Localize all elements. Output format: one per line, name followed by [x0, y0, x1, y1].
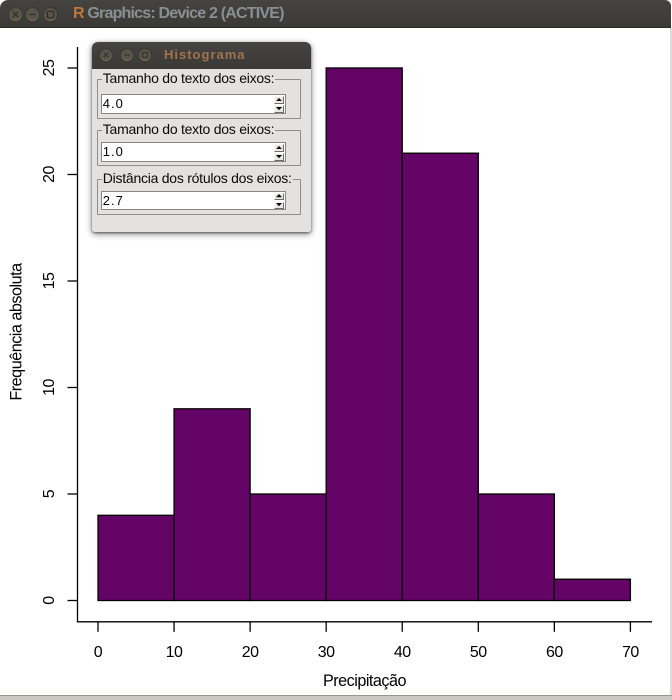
svg-text:10: 10 — [166, 644, 183, 661]
svg-text:0: 0 — [41, 596, 58, 605]
svg-text:15: 15 — [41, 272, 58, 289]
svg-text:Precipitação: Precipitação — [323, 672, 407, 690]
svg-text:60: 60 — [546, 644, 563, 661]
svg-text:20: 20 — [41, 166, 58, 183]
svg-text:50: 50 — [470, 644, 487, 661]
svg-text:20: 20 — [242, 644, 259, 661]
svg-text:0: 0 — [94, 644, 103, 661]
svg-text:Frequência absoluta: Frequência absoluta — [8, 263, 26, 401]
svg-text:70: 70 — [622, 644, 639, 661]
svg-text:5: 5 — [41, 489, 58, 498]
svg-text:30: 30 — [318, 644, 335, 661]
svg-text:10: 10 — [41, 379, 58, 396]
svg-text:40: 40 — [394, 644, 411, 661]
svg-text:25: 25 — [41, 59, 58, 76]
